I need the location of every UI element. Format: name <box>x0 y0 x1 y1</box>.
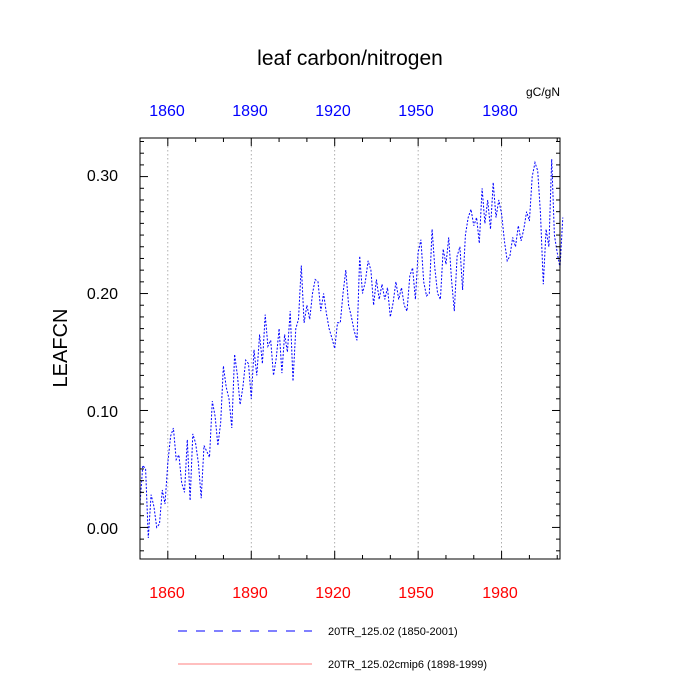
bottom-tick-label-1890: 1890 <box>232 585 268 602</box>
bottom-tick-label-1920: 1920 <box>315 585 351 602</box>
bottom-tick-label-1950: 1950 <box>398 585 434 602</box>
bottom-tick-label-1860: 1860 <box>149 585 185 602</box>
bottom-tick-label-1980: 1980 <box>482 585 518 602</box>
y-tick-label-0-20: 0.20 <box>87 286 118 303</box>
grid-lines <box>167 138 502 559</box>
series-line-20tr <box>139 159 564 539</box>
units-label: gC/gN <box>526 85 560 99</box>
legend-label-20tr: 20TR_125.02 (1850-2001) <box>328 626 458 638</box>
top-tick-label-1980: 1980 <box>482 103 518 120</box>
top-tick-label-1920: 1920 <box>315 103 351 120</box>
y-tick-label-0-30: 0.30 <box>87 168 118 185</box>
top-tick-label-1890: 1890 <box>232 103 268 120</box>
top-tick-label-1860: 1860 <box>149 103 185 120</box>
top-tick-label-1950: 1950 <box>398 103 434 120</box>
y-tick-label-0-10: 0.10 <box>87 404 118 421</box>
chart-title: leaf carbon/nitrogen <box>257 47 443 70</box>
legend-label-cmip6: 20TR_125.02cmip6 (1898-1999) <box>328 659 487 671</box>
y-axis-label: LEAFCN <box>50 309 72 388</box>
plot-frame <box>139 137 561 560</box>
tick-marks <box>139 138 560 559</box>
y-tick-label-0-00: 0.00 <box>87 521 118 538</box>
